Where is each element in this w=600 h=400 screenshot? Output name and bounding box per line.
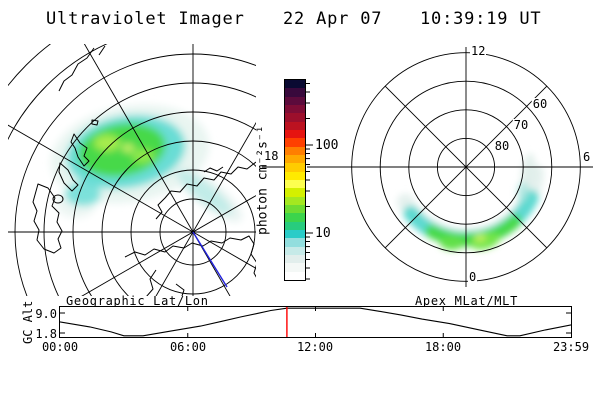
geo-coastlines <box>32 45 256 296</box>
status-col-door: Door: Open Gain: 14 <box>125 364 235 400</box>
xtick-2359: 23:59 <box>552 340 590 354</box>
page-title: Ultraviolet Imager <box>46 9 245 29</box>
mlt-label-6: 6 <box>582 150 592 164</box>
xtick-1800: 18:00 <box>424 340 462 354</box>
mlt-label-12: 12 <box>470 44 487 58</box>
mlat-label-70: 70 <box>512 118 530 132</box>
orbit-curve <box>60 307 571 337</box>
colorbar-label: photon cm⁻²s⁻¹ <box>255 125 271 235</box>
timeline-plot <box>59 306 572 338</box>
colorbar-gradient <box>284 79 306 281</box>
timeline-ticks <box>60 307 571 337</box>
status-col-flight: Flt: LBHL IP: 36.0 <box>10 364 109 400</box>
apex-caption: Apex MLat/MLT <box>415 294 519 308</box>
geo-aurora <box>50 104 243 222</box>
ytick-1-8: 1.8 <box>35 327 57 341</box>
colorbar-ticks <box>306 83 313 280</box>
apex-aurora <box>396 153 545 250</box>
mlat-label-60: 60 <box>531 97 549 111</box>
status-col-mode: Mode: Normal Dsp: −2.9 <box>245 364 377 400</box>
xtick-1200: 12:00 <box>296 340 334 354</box>
xtick-0600: 06:00 <box>169 340 207 354</box>
geo-satellite-track-line <box>192 231 228 288</box>
geo-caption: Geographic Lat/Lon <box>66 294 209 308</box>
mlt-label-0: 0 <box>468 270 478 284</box>
xtick-0000: 00:00 <box>41 340 79 354</box>
apex-plot-panel <box>262 47 593 287</box>
ytick-9-0: 9.0 <box>35 307 57 321</box>
mlat-label-80: 80 <box>493 139 511 153</box>
geo-map-panel <box>8 44 256 296</box>
apex-grid <box>262 47 593 287</box>
status-col-position: GLat: −66.5 GLon: 185.6 <box>484 364 600 400</box>
colorbar-tick-100: 100 <box>315 138 339 153</box>
title-time: 10:39:19 UT <box>420 9 542 29</box>
colorbar-tick-10: 10 <box>315 226 331 241</box>
mlt-label-18: 18 <box>263 149 280 163</box>
title-date: 22 Apr 07 <box>283 9 383 29</box>
